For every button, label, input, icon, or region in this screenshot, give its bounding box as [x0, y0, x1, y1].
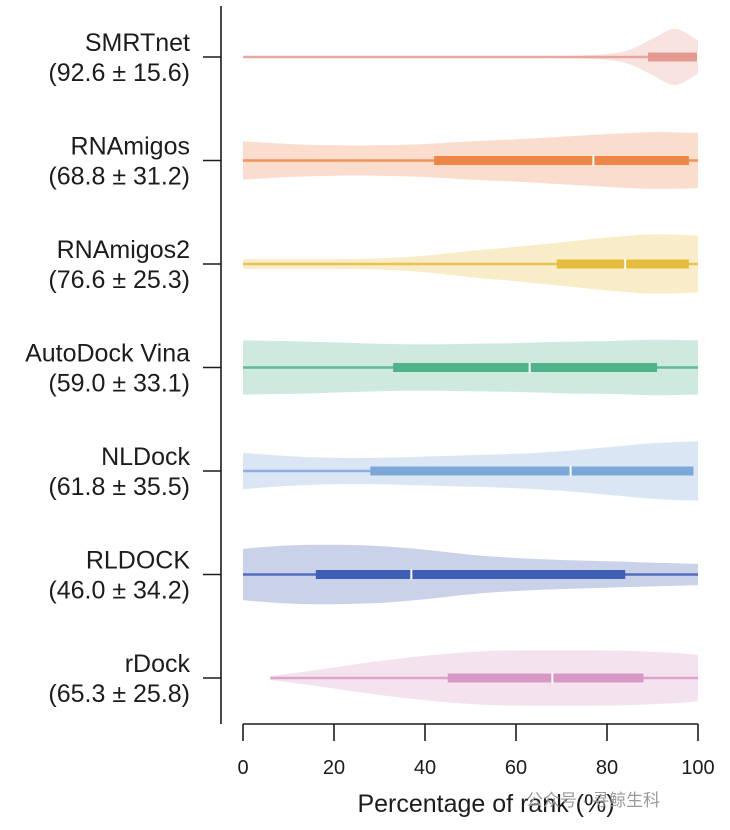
violin-row-rldock: RLDOCK(46.0 ± 34.2): [48, 544, 698, 605]
violin-row-autodock-vina: AutoDock Vina(59.0 ± 33.1): [25, 340, 698, 398]
iqr-box: [647, 52, 698, 62]
row-stat-label: (76.6 ± 25.3): [48, 266, 190, 294]
row-name-label: AutoDock Vina: [25, 340, 190, 368]
violin-row-smrtnet: SMRTnet(92.6 ± 15.6): [48, 28, 699, 87]
watermark-text: 公众号 · 寻鲸生科: [526, 791, 660, 810]
violin-row-rnamigos: RNAmigos(68.8 ± 31.2): [48, 132, 698, 191]
x-axis-title: Percentage of rank (%): [357, 790, 614, 818]
row-stat-label: (46.0 ± 34.2): [48, 577, 190, 605]
iqr-box: [434, 156, 689, 165]
violin-row-rnamigos2: RNAmigos2(76.6 ± 25.3): [48, 234, 698, 294]
row-name-label: RNAmigos: [71, 133, 190, 161]
row-stat-label: (61.8 ± 35.5): [48, 473, 190, 501]
x-axis-ticks: 0 20 40 60 80 100: [237, 724, 715, 779]
x-tick-label: 0: [237, 757, 248, 779]
iqr-box: [447, 673, 644, 683]
x-tick-label: 80: [596, 757, 618, 779]
row-stat-label: (65.3 ± 25.8): [48, 680, 190, 708]
x-tick-label: 40: [414, 757, 436, 779]
x-tick-label: 60: [505, 757, 527, 779]
violin-row-rdock: rDock(65.3 ± 25.8): [48, 650, 698, 708]
iqr-box: [556, 259, 689, 269]
row-name-label: RLDOCK: [86, 547, 191, 575]
row-name-label: rDock: [125, 650, 191, 678]
violin-rows: SMRTnet(92.6 ± 15.6) RNAmigos(68.8 ± 31.2…: [25, 28, 699, 708]
row-stat-label: (92.6 ± 15.6): [48, 59, 190, 87]
violin-row-nldock: NLDock(61.8 ± 35.5): [48, 441, 698, 501]
x-tick-label: 100: [681, 757, 714, 779]
row-stat-label: (59.0 ± 33.1): [48, 370, 190, 398]
row-name-label: SMRTnet: [85, 29, 190, 57]
row-name-label: RNAmigos2: [57, 236, 190, 264]
row-stat-label: (68.8 ± 31.2): [48, 163, 190, 191]
row-name-label: NLDock: [101, 443, 190, 471]
iqr-box: [370, 466, 694, 476]
iqr-box: [315, 570, 626, 579]
iqr-box: [393, 363, 658, 372]
x-tick-label: 20: [323, 757, 345, 779]
